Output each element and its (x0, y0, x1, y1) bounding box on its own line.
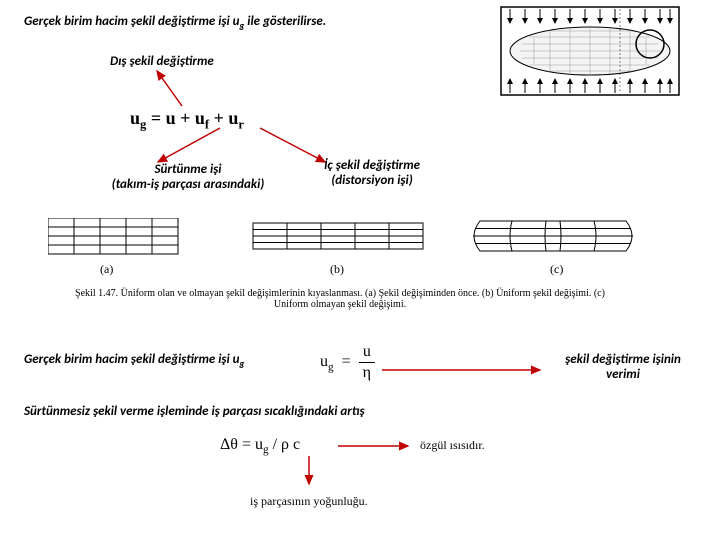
eq2-lhs-sub: g (328, 361, 334, 373)
eq2-den: η (359, 363, 375, 381)
grid-label-a: (a) (100, 262, 113, 277)
eq-tail: + u (209, 108, 238, 128)
friction-line1: Sürtünme işi (98, 162, 278, 177)
friction-line2: (takım-iş parçası arasındaki) (98, 177, 278, 192)
second-title: Gerçek birim hacim şekil değiştirme işi … (24, 352, 244, 370)
temperature-equation: Δθ = ug / ρ c (220, 436, 300, 456)
second-title-sub: g (240, 359, 245, 370)
efficiency-line1: şekil değiştirme işinin (548, 352, 698, 367)
line3: Sürtünmesiz şekil verme işleminde iş par… (24, 404, 365, 419)
eq2-num: u (359, 344, 375, 363)
three-grids (48, 218, 638, 288)
compression-figure (500, 6, 680, 96)
main-equation: ug = u + uf + ur (130, 108, 244, 133)
title-text: Gerçek birim hacim şekil değiştirme işi … (24, 14, 240, 29)
outer-deformation-label: Dış şekil değiştirme (110, 54, 214, 69)
eq-tail-sub: r (238, 118, 244, 132)
eq3-lhs: Δθ = u (220, 436, 263, 453)
friction-label: Sürtünme işi (takım-iş parçası arasındak… (98, 162, 278, 192)
density-arrow (302, 454, 316, 490)
efficiency-arrow (380, 360, 550, 380)
specific-heat-arrow (336, 440, 416, 452)
inner-label: İç şekil değiştirme (distorsiyon işi) (302, 158, 442, 188)
eq2-lhs: u (320, 353, 328, 370)
eq-mid: = u + u (146, 108, 205, 128)
specific-heat-note: özgül ısısıdır. (420, 438, 485, 453)
efficiency-label: şekil değiştirme işinin verimi (548, 352, 698, 382)
density-label: iş parçasının yoğunluğu. (250, 494, 368, 509)
grid-label-c: (c) (550, 262, 563, 277)
grid-label-b: (b) (330, 262, 344, 277)
eq-lhs: u (130, 108, 140, 128)
efficiency-line2: verimi (548, 367, 698, 382)
efficiency-equation: ug = u η (320, 344, 375, 381)
grids-caption: Şekil 1.47. Üniform olan ve olmayan şeki… (70, 288, 610, 310)
eq3-rest: / ρ c (269, 436, 301, 453)
second-title-text: Gerçek birim hacim şekil değiştirme işi … (24, 352, 240, 367)
title-tail: ile gösterilirse. (244, 14, 326, 29)
title-line: Gerçek birim hacim şekil değiştirme işi … (24, 14, 326, 32)
inner-line2: (distorsiyon işi) (302, 173, 442, 188)
inner-line1: İç şekil değiştirme (302, 158, 442, 173)
